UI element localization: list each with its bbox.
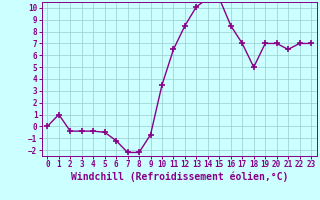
X-axis label: Windchill (Refroidissement éolien,°C): Windchill (Refroidissement éolien,°C)	[70, 172, 288, 182]
